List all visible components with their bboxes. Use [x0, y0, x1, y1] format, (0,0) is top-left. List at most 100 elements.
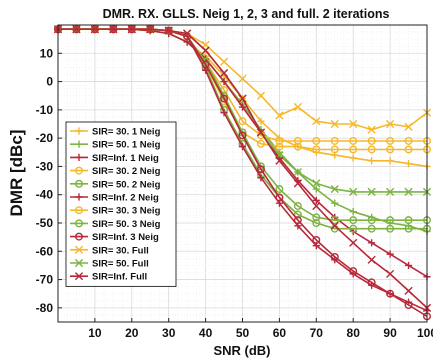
x-tick-label: 30: [162, 326, 176, 340]
y-axis-label: DMR [dBc]: [7, 130, 26, 217]
data-point: [386, 216, 395, 225]
legend-label: SIR= 30. 3 Neig: [92, 206, 161, 217]
data-point: [349, 238, 358, 247]
x-tick-label: 20: [125, 326, 139, 340]
y-tick-label: -50: [36, 216, 54, 230]
legend-marker: [74, 219, 83, 228]
data-point: [386, 269, 395, 279]
legend-marker: [75, 127, 83, 135]
legend-marker: [74, 166, 83, 175]
data-point: [90, 25, 99, 34]
data-point: [312, 117, 321, 126]
chart-title: DMR. RX. GLLS. Neig 1, 2, 3 and full. 2 …: [103, 7, 390, 21]
data-point: [349, 224, 358, 233]
legend-label: SIR= 50. 3 Neig: [92, 219, 161, 230]
data-point: [312, 136, 321, 145]
data-point: [72, 25, 81, 34]
data-point: [349, 154, 357, 162]
data-point: [257, 117, 265, 125]
legend-item: SIR=Inf. Full: [70, 272, 147, 283]
data-point: [220, 94, 229, 103]
legend-item: SIR= 50. 3 Neig: [70, 219, 161, 230]
data-point: [220, 77, 228, 86]
data-point: [404, 122, 413, 131]
y-tick-label: -60: [36, 244, 54, 258]
data-point: [367, 278, 376, 287]
data-point: [330, 216, 339, 225]
data-point: [349, 216, 358, 225]
data-point: [293, 202, 302, 211]
data-point: [256, 165, 265, 174]
data-point: [386, 224, 395, 233]
data-point: [404, 224, 413, 233]
y-tick-label: -20: [36, 131, 54, 145]
data-point: [368, 157, 376, 165]
data-point: [293, 179, 302, 188]
data-point: [367, 125, 376, 134]
x-tick-label: 70: [310, 326, 324, 340]
data-point: [368, 239, 376, 247]
legend-label: SIR=Inf. 1 Neig: [92, 153, 159, 164]
legend-marker: [74, 245, 84, 254]
series-12: [53, 25, 432, 312]
data-point: [386, 289, 395, 298]
data-point: [404, 145, 413, 154]
data-point: [386, 136, 395, 145]
x-tick-label: 80: [347, 326, 361, 340]
legend-item: SIR=Inf. 1 Neig: [70, 153, 159, 164]
x-axis-label: SNR (dB): [213, 343, 270, 358]
data-point: [312, 179, 321, 188]
x-tick-label: 50: [236, 326, 250, 340]
x-tick-label: 10: [88, 326, 102, 340]
data-point: [238, 143, 247, 151]
data-point: [109, 25, 118, 34]
data-point: [238, 94, 247, 103]
data-point: [275, 111, 284, 120]
legend-label: SIR= 30. 2 Neig: [92, 166, 161, 177]
data-point: [127, 25, 136, 34]
data-point: [331, 199, 339, 207]
data-point: [312, 145, 321, 154]
legend-item: SIR= 30. 2 Neig: [70, 166, 161, 177]
data-point: [312, 196, 320, 204]
data-point: [238, 117, 247, 126]
data-point: [349, 208, 357, 216]
legend-box: [65, 121, 177, 287]
data-point: [386, 187, 395, 196]
legend-item: SIR= 50. 1 Neig: [70, 140, 161, 151]
data-point: [404, 261, 413, 270]
data-point: [330, 145, 339, 154]
data-point: [293, 102, 302, 112]
data-point: [146, 25, 155, 34]
data-point: [275, 136, 284, 145]
y-axis: 10 0 -10 -20 -30 -40 -50 -60 -70 -80: [36, 46, 62, 315]
legend-marker: [74, 258, 84, 268]
data-point: [404, 286, 413, 295]
legend: SIR= 30. 1 Neig SIR= 50. 1 Neig SIR=Inf. 1…: [65, 121, 177, 287]
legend-label: SIR= 50. 2 Neig: [92, 179, 161, 190]
x-tick-label: 60: [273, 326, 287, 340]
legend-label: SIR= 30. Full: [92, 245, 149, 256]
x-tick-label: 90: [383, 326, 397, 340]
data-point: [367, 136, 376, 145]
x-tick-label: 100: [417, 326, 433, 340]
data-point: [312, 213, 321, 222]
data-point: [404, 160, 413, 168]
legend-label: SIR= 30. 1 Neig: [92, 127, 161, 138]
legend-marker: [74, 206, 83, 215]
legend-label: SIR= 50. Full: [92, 259, 149, 270]
data-point: [256, 128, 266, 137]
data-point: [330, 136, 339, 145]
data-point: [275, 142, 284, 151]
data-point: [404, 187, 413, 196]
data-point: [349, 187, 358, 196]
data-point: [349, 267, 358, 276]
data-point: [220, 109, 228, 117]
legend-item: SIR= 30. 1 Neig: [70, 127, 161, 138]
data-point: [312, 235, 321, 244]
data-point: [293, 136, 302, 145]
data-point: [367, 187, 376, 196]
legend-marker: [74, 232, 83, 241]
y-tick-label: -70: [36, 273, 54, 287]
data-point: [256, 139, 265, 148]
